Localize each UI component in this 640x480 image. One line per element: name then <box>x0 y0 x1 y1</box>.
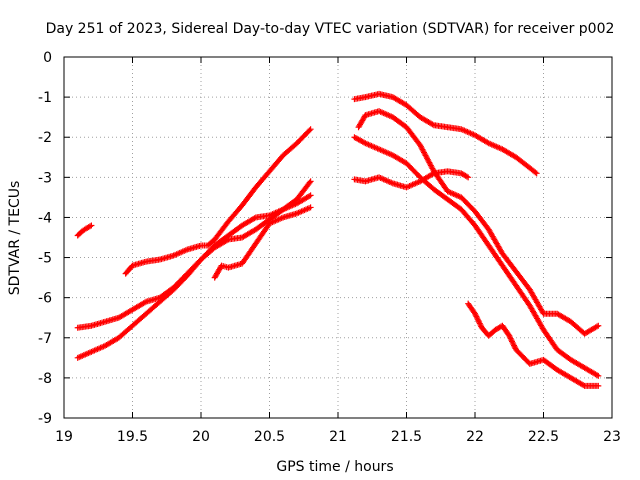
series-s2 <box>74 178 314 331</box>
series-s8 <box>351 134 602 379</box>
series-s4 <box>122 126 314 277</box>
series-s9 <box>351 168 472 191</box>
data-point-marker <box>532 169 539 176</box>
y-tick-label: -1 <box>38 90 52 106</box>
y-tick-label: -9 <box>38 411 52 427</box>
data-point-marker <box>595 322 602 329</box>
data-point-marker <box>463 173 470 180</box>
chart-title: Day 251 of 2023, Sidereal Day-to-day VTE… <box>46 21 615 37</box>
data-point-marker <box>533 170 540 177</box>
data-point-marker <box>87 223 94 230</box>
y-tick-label: -4 <box>38 210 52 226</box>
series-s3 <box>74 192 314 361</box>
y-tick-label: -8 <box>38 371 52 387</box>
x-tick-label: 19 <box>55 429 73 445</box>
data-point-marker <box>306 127 313 134</box>
data-point-marker <box>141 299 148 306</box>
data-point-marker <box>88 222 95 229</box>
data-point-marker <box>429 171 436 178</box>
x-tick-label: 22.5 <box>528 429 559 445</box>
x-tick-label: 22 <box>466 429 484 445</box>
y-axis-label: SDTVAR / TECUs <box>7 181 23 296</box>
series-s1 <box>74 222 95 239</box>
data-point-marker <box>593 372 600 379</box>
y-tick-label: -2 <box>38 130 52 146</box>
axis-ticks: 19 19.5 20 20.5 21 21.5 22 22.5 23 0 -1 -2 -3 -4 -5 -6 -… <box>38 50 621 445</box>
data-point-marker <box>306 193 313 200</box>
y-tick-label: -7 <box>38 331 52 347</box>
data-point-marker <box>307 204 314 211</box>
data-point-marker <box>465 174 472 181</box>
x-tick-label: 19.5 <box>117 429 148 445</box>
y-tick-label: 0 <box>43 50 52 66</box>
x-tick-label: 21 <box>329 429 347 445</box>
data-point-marker <box>307 192 314 199</box>
series-s10 <box>465 300 602 389</box>
data-point-marker <box>429 121 436 128</box>
grid-lines <box>64 57 612 418</box>
series-s7 <box>355 108 602 337</box>
y-tick-label: -5 <box>38 251 52 267</box>
data-point-marker <box>307 126 314 133</box>
data-point-marker <box>595 382 602 389</box>
data-point-marker <box>251 215 258 222</box>
x-tick-label: 20 <box>192 429 210 445</box>
x-tick-label: 20.5 <box>254 429 285 445</box>
data-point-marker <box>307 178 314 185</box>
y-tick-label: -3 <box>38 170 52 186</box>
series-s5 <box>211 204 314 281</box>
x-tick-label: 23 <box>603 429 621 445</box>
x-tick-label: 21.5 <box>391 429 422 445</box>
data-point-marker <box>593 323 600 330</box>
data-point-marker <box>595 372 602 379</box>
data-point-marker <box>306 179 313 186</box>
data-point-marker <box>580 382 587 389</box>
data-markers <box>74 90 602 389</box>
series-s6 <box>351 90 540 177</box>
x-axis-label: GPS time / hours <box>276 459 393 475</box>
plot-frame <box>63 56 613 419</box>
y-tick-label: -6 <box>38 291 52 307</box>
